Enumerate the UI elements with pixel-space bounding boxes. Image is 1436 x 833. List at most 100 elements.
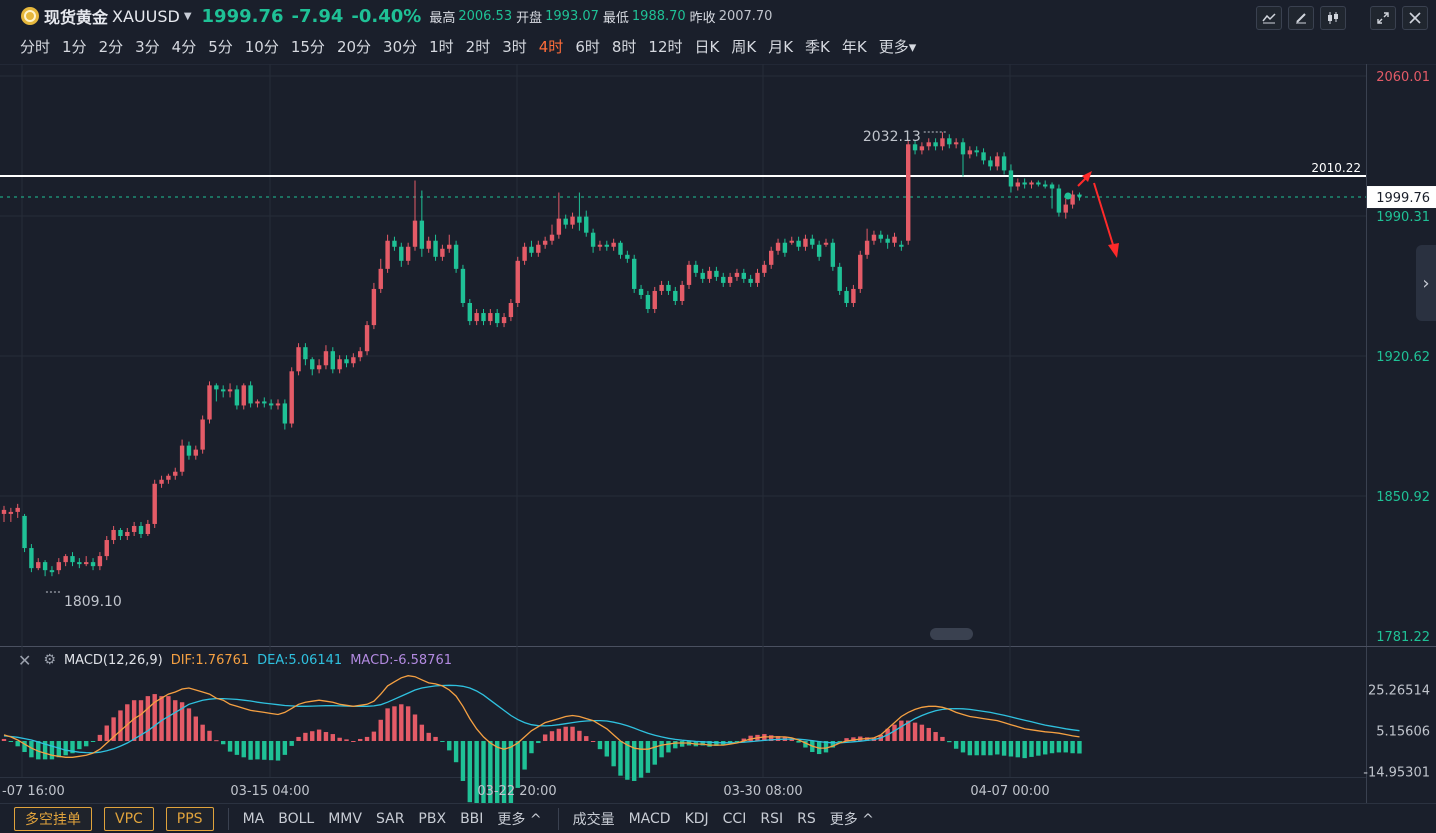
candle-body	[515, 260, 520, 304]
period-tab[interactable]: 8时	[611, 37, 637, 56]
candle-body	[700, 272, 705, 279]
candle-body	[371, 288, 377, 326]
long-short-orders-button[interactable]: 多空挂单	[14, 806, 92, 831]
candle-body	[1077, 194, 1082, 197]
macd-histogram-bar	[97, 734, 103, 741]
kline-chart[interactable]: 2060.01 1990.31 1920.62 1850.92 1781.22 2010.…	[0, 64, 1436, 804]
candle-body	[584, 216, 589, 233]
candle-body	[152, 483, 157, 524]
candle-body	[282, 403, 288, 424]
indicator-kdj[interactable]: KDJ	[684, 810, 709, 827]
period-tab[interactable]: 4分	[171, 37, 197, 56]
sub-indicator-more[interactable]: 更多 ^	[829, 811, 874, 828]
period-tab[interactable]: 4时	[538, 37, 564, 56]
period-tab[interactable]: 3时	[502, 37, 527, 56]
indicator-pbx[interactable]: PBX	[418, 810, 447, 827]
candle-body	[947, 138, 952, 145]
period-tab[interactable]: 季K	[805, 37, 830, 56]
period-tab[interactable]: 1时	[429, 37, 454, 56]
macd-histogram-bar	[638, 741, 644, 778]
symbol-code[interactable]: XAUUSD	[112, 6, 180, 26]
candle-body	[392, 240, 397, 247]
indicator-macd[interactable]: MACD	[628, 810, 671, 827]
period-tab[interactable]: 20分	[336, 37, 372, 56]
gear-icon[interactable]: ⚙	[43, 652, 56, 668]
period-tab[interactable]: 12时	[648, 37, 683, 56]
macd-histogram-bar	[104, 725, 109, 741]
macd-histogram-bar	[940, 736, 945, 741]
macd-histogram-bar	[22, 741, 27, 753]
time-axis-label: 03-30 08:00	[723, 784, 802, 799]
period-tab[interactable]: 30分	[383, 37, 418, 56]
candle-body	[604, 244, 609, 247]
chevron-right-icon[interactable]: ›	[1416, 245, 1436, 321]
candle-body	[611, 242, 616, 247]
period-tab[interactable]: 更多▾	[878, 37, 917, 56]
period-tab[interactable]: 分时	[20, 37, 51, 56]
candle-body	[926, 142, 931, 147]
time-axis-label: -07 16:00	[2, 784, 65, 799]
indicator-sar[interactable]: SAR	[375, 810, 405, 827]
vpc-button[interactable]: VPC	[104, 806, 154, 831]
candle-body	[275, 403, 281, 406]
indicator-bbi[interactable]: BBI	[460, 810, 484, 827]
candle-body	[125, 531, 130, 537]
close-icon[interactable]	[1402, 6, 1428, 30]
period-tab[interactable]: 年K	[841, 37, 867, 56]
period-tab[interactable]: 周K	[731, 37, 757, 56]
candle-body	[769, 250, 774, 265]
candle-style-icon[interactable]	[1320, 6, 1346, 30]
candle-body	[953, 142, 959, 145]
macd-histogram-bar	[474, 741, 479, 804]
period-tab[interactable]: 2时	[465, 37, 491, 56]
low-annotation: 1809.10	[64, 594, 122, 610]
pps-button[interactable]: PPS	[165, 806, 214, 831]
candle-body	[337, 359, 342, 370]
macd-histogram-bar	[611, 741, 616, 767]
macd-histogram-bar	[125, 704, 130, 741]
expand-icon[interactable]	[1370, 6, 1396, 30]
indicator-rs[interactable]: RS	[797, 810, 816, 827]
main-indicator-more[interactable]: 更多 ^	[497, 811, 542, 828]
period-tab[interactable]: 15分	[290, 37, 325, 56]
macd-histogram-bar	[775, 736, 781, 741]
chevron-down-icon[interactable]: ▼	[183, 10, 192, 22]
candle-body	[405, 246, 411, 261]
pen-icon[interactable]	[1288, 6, 1314, 30]
indicator-cci[interactable]: CCI	[722, 810, 747, 827]
indicator-boll[interactable]: BOLL	[278, 810, 315, 827]
indicator-volume[interactable]: 成交量	[572, 811, 615, 828]
period-tab[interactable]: 2分	[98, 37, 124, 56]
period-tab[interactable]: 月K	[768, 37, 794, 56]
period-tab[interactable]: 3分	[135, 37, 160, 56]
indicator-mmv[interactable]: MMV	[328, 810, 362, 827]
close-icon[interactable]: ✕	[18, 650, 32, 670]
candle-body	[782, 242, 788, 253]
indicator-ma[interactable]: MA	[242, 810, 265, 827]
macd-dif: DIF:1.76761	[170, 652, 250, 668]
candle-body	[960, 142, 966, 155]
indicator-rsi[interactable]: RSI	[760, 810, 784, 827]
candle-body	[632, 258, 637, 289]
period-tab[interactable]: 10分	[244, 37, 279, 56]
period-tab[interactable]: 6时	[575, 37, 600, 56]
macd-histogram-bar	[1022, 741, 1027, 759]
period-tab[interactable]: 5分	[208, 37, 233, 56]
macd-histogram-bar	[769, 735, 774, 741]
candle-body	[570, 216, 575, 225]
macd-histogram-bar	[303, 732, 308, 741]
gold-coin-icon	[21, 7, 39, 25]
high-annotation: 2032.13	[863, 129, 921, 145]
candle-body	[296, 347, 301, 372]
period-tab[interactable]: 日K	[694, 37, 720, 56]
draw-line-icon[interactable]	[1256, 6, 1282, 30]
candle-body	[714, 270, 719, 277]
candle-body	[316, 365, 322, 370]
candle-body	[638, 288, 644, 295]
candle-body	[919, 146, 925, 151]
period-tab[interactable]: 1分	[62, 37, 87, 56]
macd-histogram-bar	[166, 696, 171, 741]
open-label: 开盘	[516, 10, 543, 26]
macd-histogram-bar	[200, 724, 205, 741]
candle-body	[755, 272, 760, 283]
